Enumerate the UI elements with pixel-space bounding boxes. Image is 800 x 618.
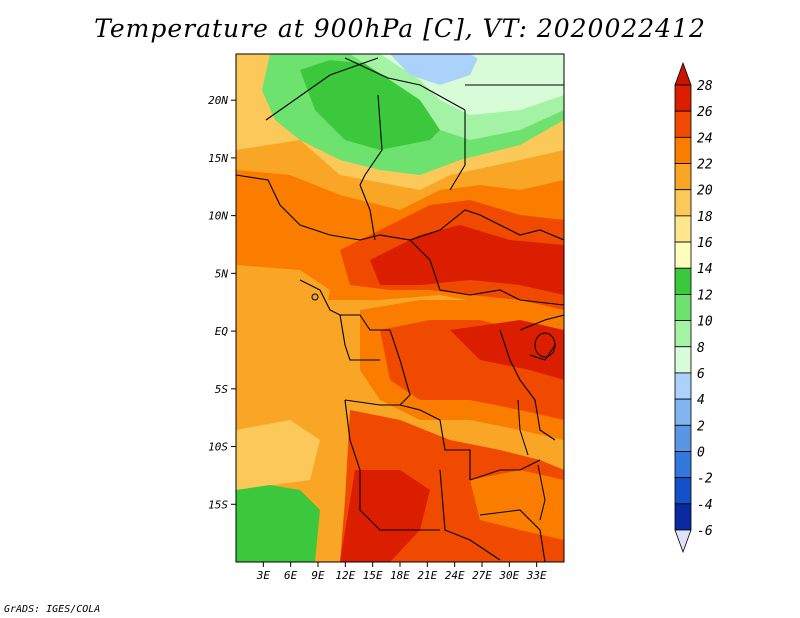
colorbar-box — [674, 451, 692, 479]
latitude-axis: 20N 15N 10N 5N EQ 5S 10S 15S — [208, 94, 236, 511]
colorbar-label: 4 — [697, 393, 705, 408]
colorbar-box — [674, 84, 692, 112]
colorbar-box — [674, 136, 692, 164]
colorbar-box — [674, 398, 692, 426]
colorbar-box — [674, 163, 692, 191]
colorbar-label: 12 — [697, 288, 713, 303]
colorbar-box — [674, 477, 692, 505]
colorbar-label: 6 — [697, 367, 705, 382]
colorbar-label: 28 — [697, 79, 713, 94]
colorbar-label: 8 — [697, 341, 705, 356]
credit-label: GrADS: IGES/COLA — [4, 604, 101, 615]
lat-tick-label: 10N — [208, 210, 228, 223]
lon-tick-label: 18E — [390, 569, 410, 582]
colorbar-label: -6 — [697, 524, 713, 539]
lat-tick-label: 5S — [215, 383, 229, 396]
colorbar-label: 16 — [697, 236, 713, 251]
lon-tick-label: 33E — [526, 569, 547, 582]
lat-tick-label: 10S — [208, 441, 228, 454]
colorbar-box — [674, 346, 692, 374]
lon-tick-label: 6E — [284, 569, 298, 582]
colorbar-box — [674, 320, 692, 348]
colorbar-box — [674, 241, 692, 269]
colorbar-box — [674, 110, 692, 138]
colorbar-box — [674, 189, 692, 217]
temperature-field — [236, 54, 564, 562]
lon-tick-label: 3E — [256, 569, 271, 582]
lat-tick-label: 5N — [215, 267, 229, 280]
colorbar-box — [674, 372, 692, 400]
lat-tick-label: 15N — [208, 152, 228, 165]
colorbar-label: 20 — [697, 184, 713, 199]
colorbar-box — [674, 215, 692, 243]
colorbar-box — [674, 424, 692, 452]
lon-tick-label: 12E — [335, 569, 355, 582]
colorbar-top-arrow — [674, 61, 692, 86]
colorbar-label: 2 — [697, 419, 705, 434]
lon-tick-label: 27E — [472, 569, 492, 582]
lon-tick-label: 30E — [498, 569, 519, 582]
colorbar-label: 24 — [697, 131, 713, 146]
lon-tick-label: 21E — [417, 569, 437, 582]
colorbar-label: -2 — [697, 472, 713, 487]
colorbar-box — [674, 267, 692, 295]
colorbar-label: 0 — [697, 445, 705, 460]
colorbar-label: -4 — [697, 498, 713, 513]
colorbar-box — [674, 503, 692, 531]
lat-tick-label: 15S — [208, 498, 228, 511]
colorbar-box — [674, 294, 692, 321]
longitude-axis: 3E 6E 9E 12E 15E 18E 21E 24E 27E 30E 33E — [256, 562, 547, 582]
colorbar-label: 18 — [697, 210, 713, 225]
colorbar-label: 10 — [697, 315, 713, 330]
lon-tick-label: 9E — [311, 569, 325, 582]
colorbar-label: 22 — [697, 158, 713, 173]
map-title: Temperature at 900hPa [C], VT: 202002241… — [94, 14, 706, 43]
lat-tick-label: EQ — [215, 325, 229, 338]
colorbar-label: 26 — [697, 105, 713, 120]
lon-tick-label: 15E — [363, 569, 383, 582]
lat-tick-label: 20N — [208, 94, 228, 107]
colorbar-label: 14 — [697, 262, 713, 277]
colorbar-bottom-arrow — [674, 529, 692, 554]
lon-tick-label: 24E — [445, 569, 465, 582]
